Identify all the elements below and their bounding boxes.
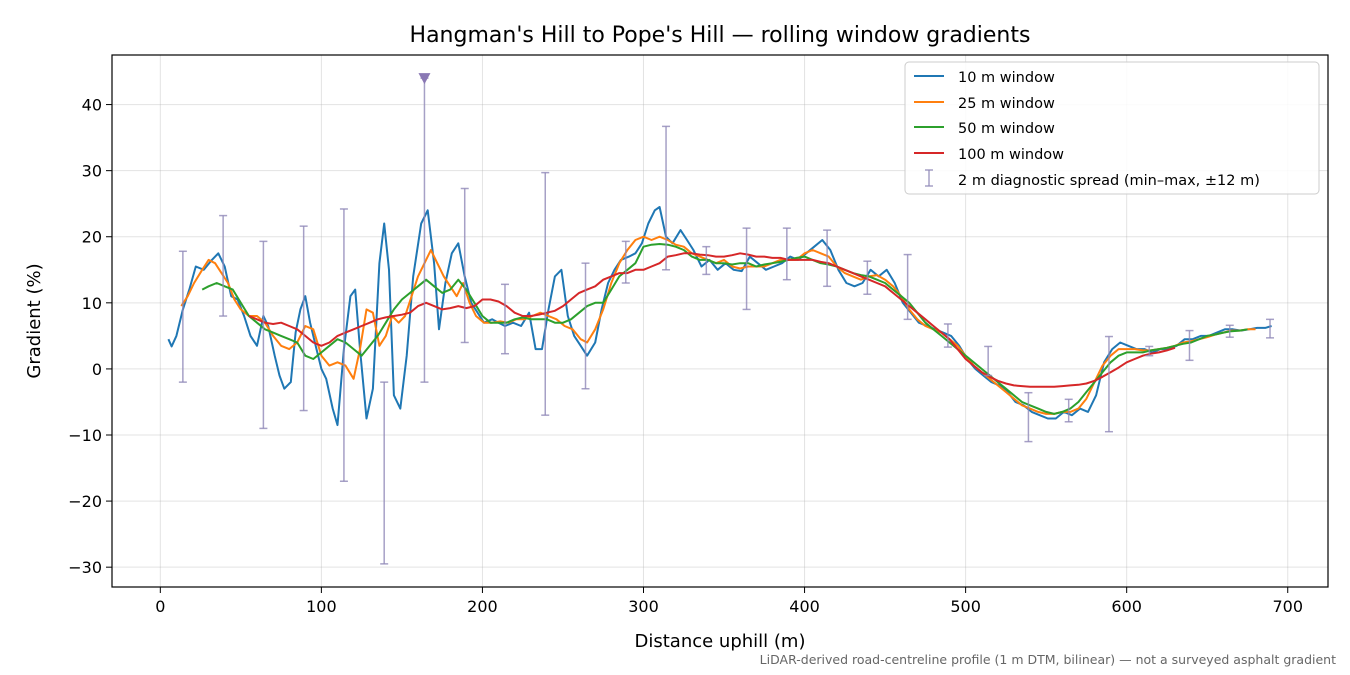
y-axis-ticks: −30 −20 −10 0 10 20 30 40 [68,96,112,577]
y-tick-label-2: −10 [68,426,102,445]
error-bar-25 [1185,329,1194,362]
legend-label-50m: 50 m window [958,121,1055,137]
x-tick-label-0: 0 [155,597,165,616]
error-bar-1 [219,214,228,317]
x-tick-label-7: 700 [1272,597,1303,616]
y-tick-label-0: −30 [68,558,102,577]
chart-title: Hangman's Hill to Pope's Hill — rolling … [410,23,1031,48]
x-tick-label-4: 400 [789,597,820,616]
footnote: LiDAR-derived road-centreline profile (1… [760,652,1336,667]
error-bar-4 [339,208,348,483]
error-bar-17 [863,260,872,295]
error-bar-10 [581,262,590,390]
error-bar-15 [782,227,791,281]
legend-label-10m: 10 m window [958,70,1055,86]
y-axis-label: Gradient (%) [24,263,45,378]
x-tick-label-1: 100 [306,597,337,616]
x-axis-ticks: 0 100 200 300 400 500 600 700 [155,587,1303,616]
series-line-100m [248,252,1176,388]
y-tick-label-5: 20 [82,228,102,247]
error-bar-21 [1024,391,1033,443]
error-bar-23 [1104,335,1113,433]
error-bar-18 [903,253,912,321]
x-tick-label-2: 200 [467,597,498,616]
x-tick-label-3: 300 [628,597,659,616]
x-axis-label: Distance uphill (m) [635,631,806,652]
y-tick-label-7: 40 [82,96,102,115]
errorbar-layer [178,73,1275,565]
legend-swatch-errorbar [925,169,933,187]
error-bar-26 [1225,324,1234,338]
error-bar-7 [460,187,469,344]
series-line-50m [201,243,1248,415]
error-bar-19 [943,323,952,348]
error-bar-11 [621,240,630,284]
error-bar-2 [259,240,268,430]
error-bar-16 [823,229,832,288]
error-bar-20 [984,345,993,377]
y-tick-label-6: 30 [82,162,102,181]
error-bar-27 [1266,318,1275,339]
error-bar-8 [500,283,509,355]
legend-label-errorbar: 2 m diagnostic spread (min–max, ±12 m) [958,173,1260,189]
error-bar-3 [299,225,308,412]
legend-label-100m: 100 m window [958,147,1064,163]
error-bar-22 [1064,398,1073,423]
legend-box [904,61,1320,195]
y-tick-label-3: 0 [92,360,102,379]
legend-label-25m: 25 m window [958,96,1055,112]
error-bar-13 [702,245,711,276]
x-tick-label-6: 600 [1111,597,1142,616]
error-bar-12 [662,125,671,271]
plot-frame [111,54,1329,588]
error-bar-14 [742,227,751,311]
x-tick-label-5: 500 [950,597,981,616]
clipped-bar-marker [418,73,431,85]
error-bar-0 [178,250,187,383]
error-bar-24 [1145,345,1154,357]
y-tick-label-1: −20 [68,492,102,511]
legend: 10 m window 25 m window 50 m window 100 … [904,61,1320,195]
error-bar-5 [380,381,389,565]
y-tick-label-4: 10 [82,294,102,313]
error-bar-9 [541,171,550,416]
